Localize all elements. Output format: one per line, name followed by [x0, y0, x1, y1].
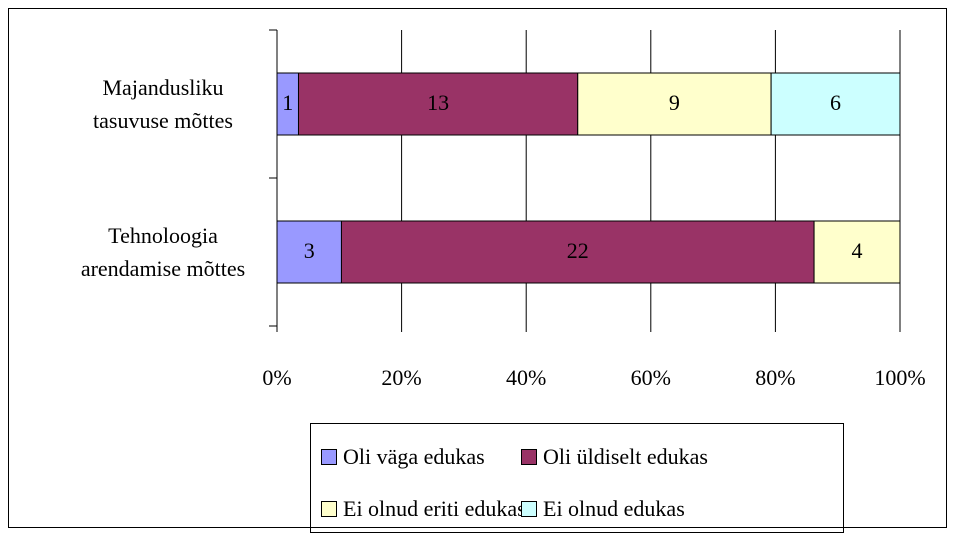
bar-segment	[577, 72, 772, 136]
legend-swatch	[321, 449, 337, 465]
bar-segment	[340, 220, 815, 284]
y-tick-label: Majandusliku tasuvuse mõttes	[93, 75, 233, 133]
x-tick-label: 80%	[755, 365, 795, 390]
legend: Oli väga edukas Oli üldiselt edukas Ei oln…	[310, 423, 844, 533]
legend-label: Ei olnud eriti edukas	[343, 496, 526, 521]
data-label: 13	[427, 90, 449, 115]
legend-item: Oli üldiselt edukas	[521, 434, 821, 480]
data-label: 1	[282, 90, 293, 115]
x-tick-label: 40%	[506, 365, 546, 390]
chart: 0% 20% 40% 60% 80% 100% 1 13 9 6 3 22 4	[262, 29, 926, 390]
legend-label: Oli üldiselt edukas	[543, 444, 708, 469]
x-tick-label: 100%	[874, 365, 925, 390]
legend-item: Oli väga edukas	[321, 434, 511, 480]
legend-item: Ei olnud eriti edukas	[321, 486, 526, 532]
data-label: 22	[567, 238, 589, 263]
data-label: 3	[304, 238, 315, 263]
y-tick-label: Tehnoloogia arendamise mõttes	[80, 223, 246, 281]
legend-swatch	[321, 501, 337, 517]
legend-label: Oli väga edukas	[343, 444, 485, 469]
data-label: 9	[669, 90, 680, 115]
page: 0% 20% 40% 60% 80% 100% 1 13 9 6 3 22 4 Oli väga edu…	[8, 8, 947, 533]
x-tick-label: 20%	[381, 365, 421, 390]
bar-segment	[276, 220, 342, 284]
bar-segment	[297, 72, 579, 136]
bar-segment	[770, 72, 901, 136]
data-label: 6	[830, 90, 841, 115]
x-tick-label: 60%	[631, 365, 671, 390]
legend-swatch	[521, 449, 537, 465]
x-tick-label: 0%	[262, 365, 291, 390]
legend-label: Ei olnud edukas	[543, 496, 685, 521]
legend-item: Ei olnud edukas	[521, 486, 821, 532]
bar-segment	[813, 220, 901, 284]
legend-swatch	[521, 501, 537, 517]
data-label: 4	[852, 238, 863, 263]
